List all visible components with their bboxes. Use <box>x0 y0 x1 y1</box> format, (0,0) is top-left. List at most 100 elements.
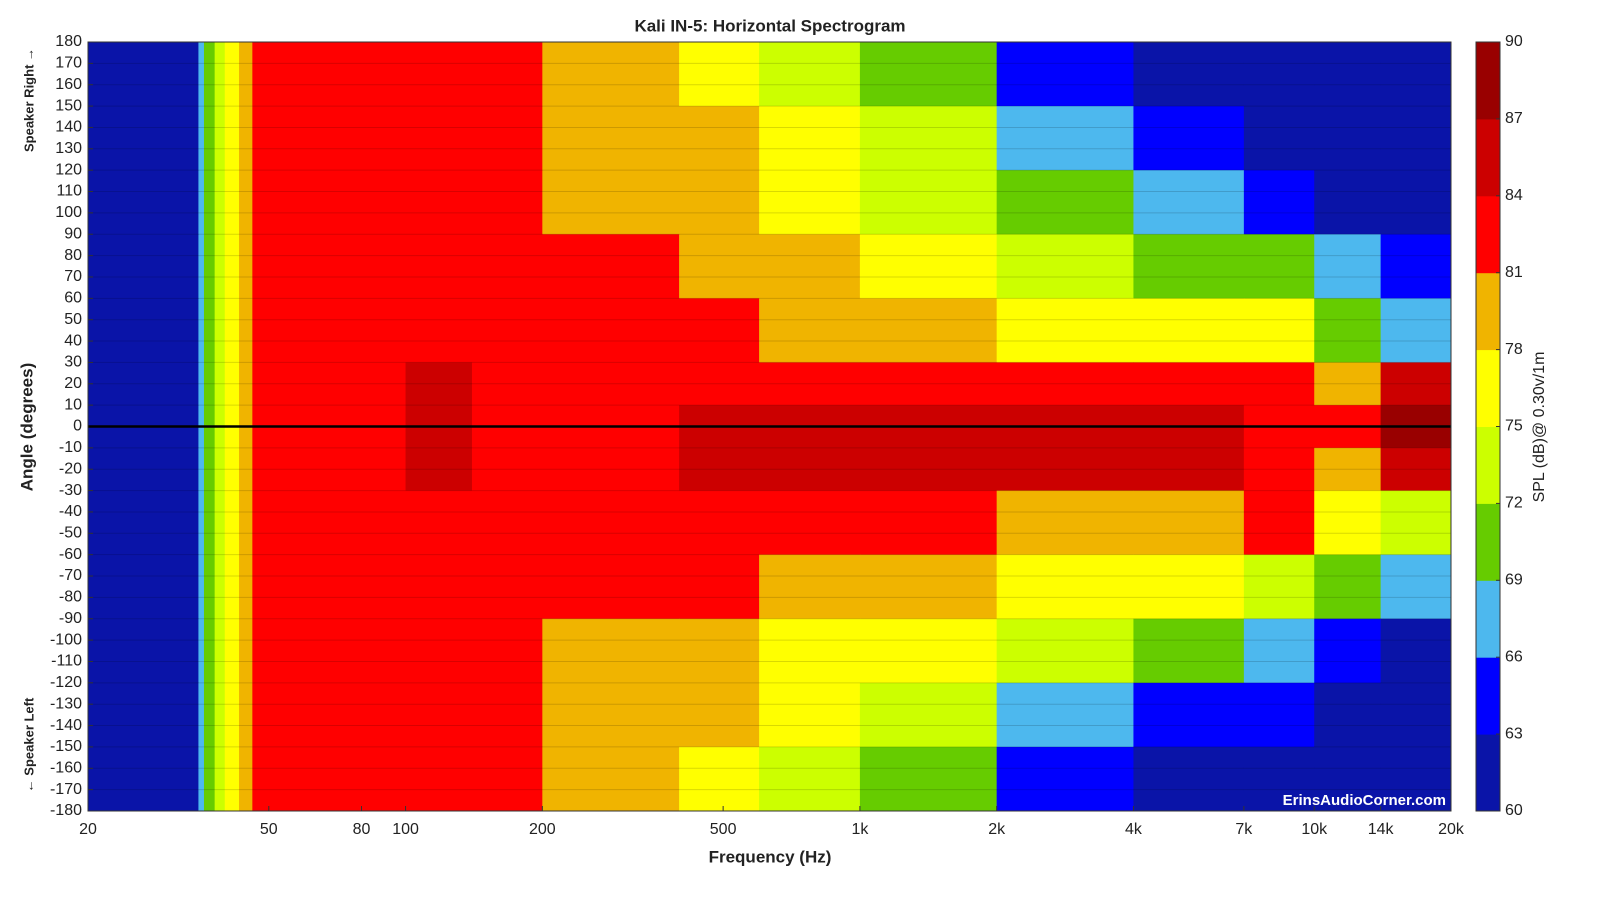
contour-cell <box>471 447 543 492</box>
contour-cell <box>224 362 240 406</box>
y-tick-label: 70 <box>64 268 82 285</box>
contour-cell <box>859 298 998 363</box>
contour-cell <box>542 618 680 684</box>
contour-cell <box>859 490 998 556</box>
contour-cell <box>996 746 1134 812</box>
contour-cell <box>471 106 543 171</box>
contour-cell <box>214 234 226 299</box>
y-tick-label: 130 <box>55 140 82 157</box>
colorbar-tick-label: 81 <box>1505 264 1523 281</box>
contour-cell <box>88 298 199 363</box>
contour-cell <box>239 106 253 171</box>
contour-cell <box>203 447 216 492</box>
contour-cell <box>996 42 1134 107</box>
contour-cell <box>405 618 473 684</box>
contour-cell <box>198 362 205 406</box>
x-tick-label: 500 <box>710 821 737 838</box>
contour-cell <box>859 362 998 406</box>
contour-cell <box>1314 42 1382 107</box>
contour-cell <box>1133 490 1245 556</box>
contour-cell <box>1243 234 1315 299</box>
contour-cell <box>239 682 253 748</box>
contour-cell <box>679 362 760 406</box>
y-tick-label: -50 <box>59 525 82 542</box>
x-tick-label: 10k <box>1301 821 1328 838</box>
contour-cell <box>996 106 1134 171</box>
contour-cell <box>252 554 407 620</box>
y-tick-label: 160 <box>55 76 82 93</box>
contour-cell <box>239 298 253 363</box>
colorbar-tick-label: 72 <box>1505 495 1523 512</box>
y-tick-label: -100 <box>50 631 82 648</box>
colorbar-tick-label: 63 <box>1505 725 1523 742</box>
contour-cell <box>1380 682 1452 748</box>
contour-cell <box>203 234 216 299</box>
contour-cell <box>471 170 543 235</box>
y-tick-label: 150 <box>55 97 82 114</box>
y-tick-label: 120 <box>55 161 82 178</box>
colorbar-swatch <box>1476 42 1500 120</box>
contour-cell <box>252 447 407 492</box>
contour-cell <box>214 618 226 684</box>
contour-cell <box>1243 298 1315 363</box>
colorbar-swatch <box>1476 657 1500 735</box>
contour-cell <box>405 447 473 492</box>
contour-cell <box>239 170 253 235</box>
contour-cell <box>203 682 216 748</box>
contour-cell <box>471 682 543 748</box>
y-tick-label: 40 <box>64 332 82 349</box>
y-tick-label: -10 <box>59 439 82 456</box>
contour-cell <box>679 106 760 171</box>
contour-cell <box>1380 554 1452 620</box>
contour-cell <box>252 170 407 235</box>
contour-cell <box>996 490 1134 556</box>
contour-cell <box>542 682 680 748</box>
contour-cell <box>252 298 407 363</box>
contour-cell <box>1243 42 1315 107</box>
contour-cell <box>198 447 205 492</box>
x-tick-label: 100 <box>392 821 419 838</box>
contour-cell <box>1380 746 1452 812</box>
contour-cell <box>203 106 216 171</box>
y-tick-label: -80 <box>59 589 82 606</box>
contour-cell <box>1243 746 1315 812</box>
y-tick-label: 170 <box>55 55 82 72</box>
contour-cell <box>996 618 1134 684</box>
colorbar-tick-label: 84 <box>1505 187 1523 204</box>
contour-cell <box>198 170 205 235</box>
contour-cell <box>198 554 205 620</box>
colorbar-swatch <box>1476 503 1500 581</box>
contour-cell <box>1314 106 1382 171</box>
y-tick-label: 100 <box>55 204 82 221</box>
y-tick-label: -110 <box>51 653 82 670</box>
contour-cell <box>239 618 253 684</box>
contour-cell <box>859 106 998 171</box>
colorbar-frame <box>1475 41 1501 812</box>
contour-cell <box>214 554 226 620</box>
contour-cell <box>542 42 680 107</box>
contour-cell <box>1380 447 1452 492</box>
y-tick-label: -90 <box>59 610 82 627</box>
contour-cell <box>1243 447 1315 492</box>
contour-cell <box>198 682 205 748</box>
contour-cell <box>252 618 407 684</box>
contour-cell <box>1243 554 1315 620</box>
contour-cell <box>1133 618 1245 684</box>
y-tick-label: -160 <box>50 759 82 776</box>
contour-cell <box>542 170 680 235</box>
y-tick-label: 90 <box>64 225 82 242</box>
contour-cell <box>252 234 407 299</box>
contour-cell <box>405 234 473 299</box>
contour-cell <box>239 42 253 107</box>
contour-cell <box>1380 362 1452 406</box>
contour-cell <box>88 746 199 812</box>
contour-cell <box>679 447 760 492</box>
colorbar-swatch <box>1476 118 1500 197</box>
contour-cell <box>405 490 473 556</box>
y-tick-label: -140 <box>50 717 82 734</box>
contour-cell <box>203 746 216 812</box>
y-tick-label: -60 <box>59 546 82 563</box>
contour-cell <box>759 42 861 107</box>
contour-cell <box>859 170 998 235</box>
